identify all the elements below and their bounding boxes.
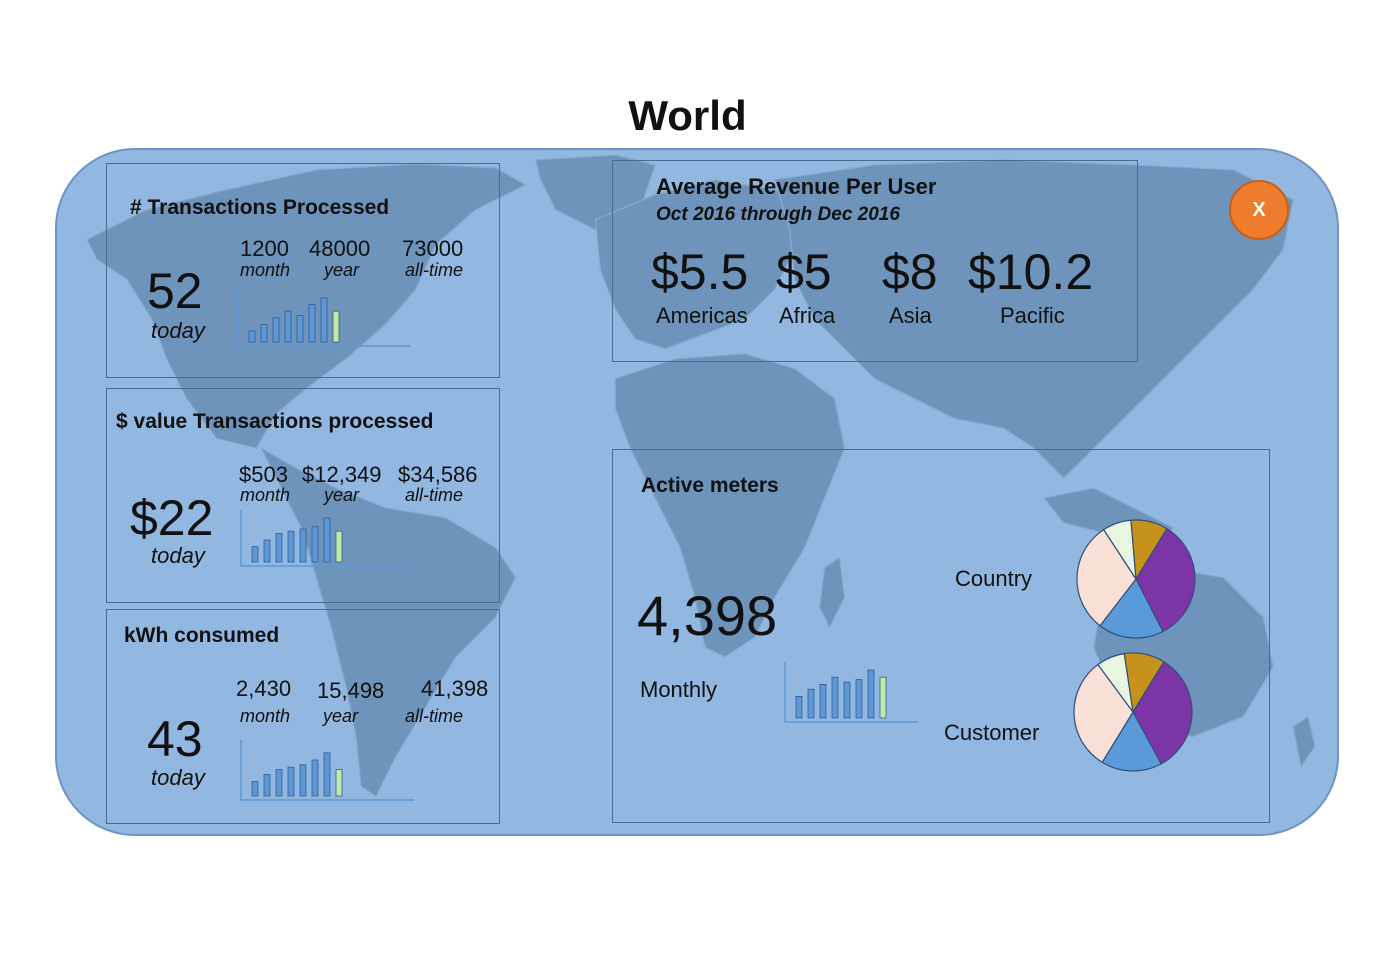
customer-pie xyxy=(1073,652,1193,772)
sparkline-bar xyxy=(795,696,803,719)
sparkline-axis xyxy=(240,740,414,801)
sparkline-bar xyxy=(263,774,271,797)
transactions-month-value: 1200 xyxy=(240,236,289,261)
pie-slice xyxy=(1135,527,1196,633)
value-transactions-heading: $ value Transactions processed xyxy=(116,410,434,433)
transactions-sparkline xyxy=(237,290,411,347)
sparkline-bar xyxy=(819,683,827,719)
kwh-alltime-value: 41,398 xyxy=(421,676,489,701)
sparkline-bar xyxy=(332,310,340,343)
page-title: World xyxy=(628,92,747,139)
sparkline-bar xyxy=(263,539,271,563)
sparkline-bar xyxy=(831,676,839,719)
arpu-africa-value: $5 xyxy=(776,244,832,300)
pie-slice xyxy=(1099,577,1164,639)
sparkline-bar xyxy=(275,532,283,563)
transactions-year-value: 48000 xyxy=(309,236,371,261)
sparkline-axis xyxy=(237,290,411,347)
pie-slice xyxy=(1130,519,1168,581)
value-month-value: $503 xyxy=(239,462,288,487)
sparkline-bar xyxy=(879,676,887,719)
active-meters-heading: Active meters xyxy=(641,474,779,497)
kwh-today-value: 43 xyxy=(147,711,203,767)
active-meters-value: 4,398 xyxy=(637,584,778,647)
sparkline-bar xyxy=(311,759,319,797)
country-pie xyxy=(1076,519,1196,639)
arpu-americas-value: $5.5 xyxy=(651,244,749,300)
transactions-card xyxy=(106,163,500,378)
value-today-value: $22 xyxy=(130,490,214,546)
transactions-alltime-value: 73000 xyxy=(402,236,464,261)
value-transactions-card xyxy=(106,388,500,603)
transactions-year-label: year xyxy=(324,260,360,280)
arpu-card xyxy=(612,160,1138,362)
active-meters-sparkline xyxy=(784,662,918,723)
pie-slice xyxy=(1101,710,1162,772)
sparkline-bar xyxy=(287,766,295,797)
pie-slice xyxy=(1123,652,1165,714)
sparkline-bar xyxy=(311,526,319,563)
value-sparkline xyxy=(240,510,414,567)
value-year-label: year xyxy=(324,485,360,505)
pie-slice xyxy=(1076,528,1137,627)
kwh-year-label: year xyxy=(323,706,359,726)
value-alltime-value: $34,586 xyxy=(398,462,478,487)
value-year-value: $12,349 xyxy=(302,462,382,487)
arpu-asia-value: $8 xyxy=(882,244,938,300)
arpu-pacific-label: Pacific xyxy=(1000,303,1065,328)
sparkline-bar xyxy=(335,769,343,797)
sparkline-bar xyxy=(251,546,259,563)
value-alltime-label: all-time xyxy=(405,485,464,505)
kwh-today-label: today xyxy=(151,765,205,790)
sparkline-bar xyxy=(843,681,851,719)
transactions-today-label: today xyxy=(151,318,205,343)
sparkline-bar xyxy=(320,297,328,343)
sparkline-bar xyxy=(323,752,331,797)
sparkline-bar xyxy=(287,530,295,563)
kwh-alltime-label: all-time xyxy=(405,706,464,726)
arpu-asia-label: Asia xyxy=(889,303,932,328)
transactions-alltime-label: all-time xyxy=(405,260,464,280)
sparkline-bar xyxy=(275,769,283,797)
sparkline-bar xyxy=(807,688,815,719)
sparkline-bar xyxy=(308,304,316,343)
sparkline-bar xyxy=(284,310,292,343)
sparkline-axis xyxy=(784,662,918,723)
kwh-month-label: month xyxy=(240,706,291,726)
country-pie-label: Country xyxy=(955,566,1033,591)
value-month-label: month xyxy=(240,485,291,505)
value-today-label: today xyxy=(151,543,205,568)
kwh-year-value: 15,498 xyxy=(317,678,385,703)
sparkline-bar xyxy=(855,679,863,719)
arpu-africa-label: Africa xyxy=(779,303,836,328)
close-button[interactable]: X xyxy=(1229,180,1289,240)
sparkline-bar xyxy=(251,781,259,797)
sparkline-axis xyxy=(240,510,414,567)
arpu-pacific-value: $10.2 xyxy=(968,244,1094,300)
transactions-today-value: 52 xyxy=(147,263,203,319)
sparkline-bar xyxy=(299,764,307,797)
sparkline-bar xyxy=(296,315,304,343)
customer-pie-label: Customer xyxy=(944,720,1040,745)
transactions-heading: # Transactions Processed xyxy=(130,196,390,219)
kwh-heading: kWh consumed xyxy=(124,624,280,647)
active-meters-card xyxy=(612,449,1270,823)
kwh-card xyxy=(106,609,500,824)
sparkline-bar xyxy=(867,669,875,719)
sparkline-bar xyxy=(323,517,331,563)
active-meters-period: Monthly xyxy=(640,677,718,702)
arpu-americas-label: Americas xyxy=(656,303,748,328)
sparkline-bar xyxy=(248,330,256,343)
sparkline-bar xyxy=(272,317,280,343)
kwh-month-value: 2,430 xyxy=(236,676,292,701)
kwh-sparkline xyxy=(240,740,414,801)
arpu-heading: Average Revenue Per User xyxy=(656,174,937,199)
transactions-month-label: month xyxy=(240,260,291,280)
sparkline-bar xyxy=(335,530,343,563)
pie-slice xyxy=(1073,663,1134,764)
sparkline-bar xyxy=(299,528,307,563)
sparkline-bar xyxy=(260,324,268,343)
arpu-subheading: Oct 2016 through Dec 2016 xyxy=(656,204,900,225)
